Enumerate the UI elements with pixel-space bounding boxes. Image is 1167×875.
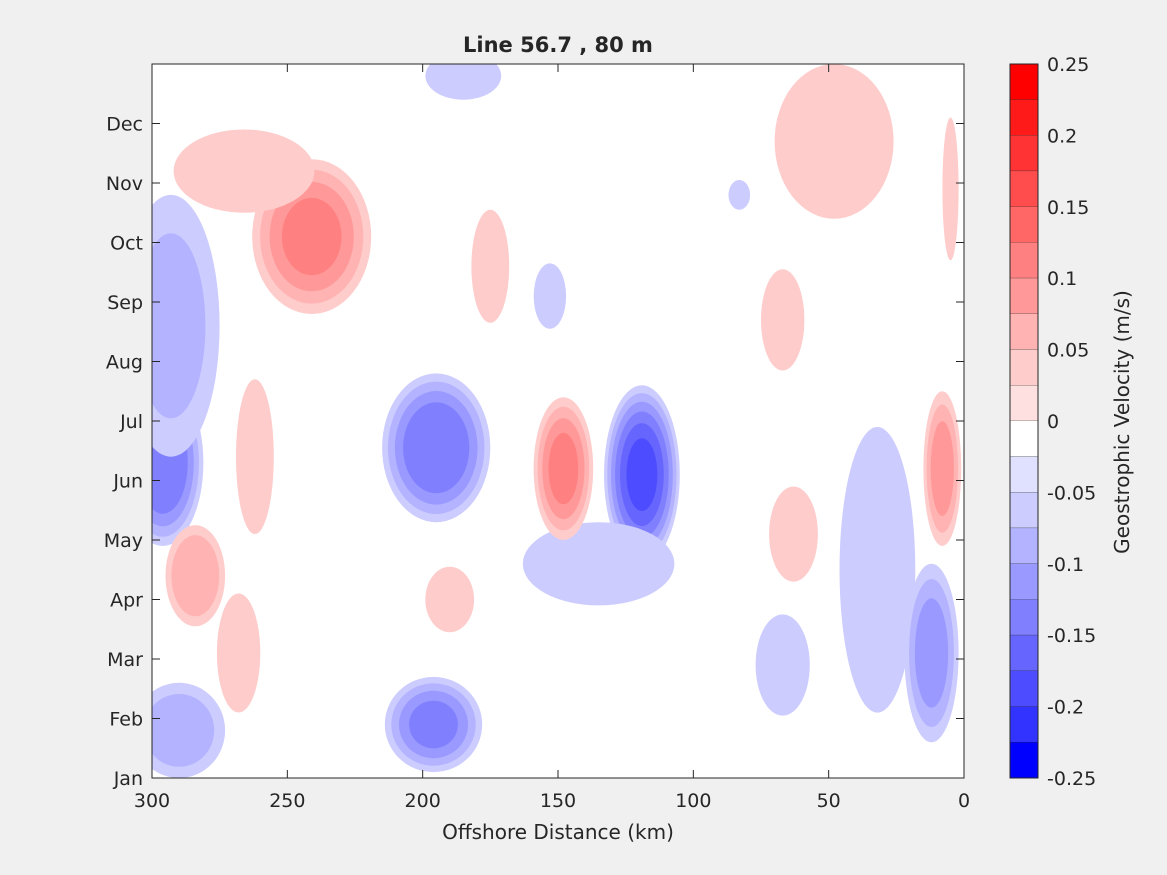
x-axis-label: Offshore Distance (km): [442, 820, 674, 844]
contour-pos-18-level-1: [236, 379, 274, 535]
contour-neg-6-level-4: [409, 700, 458, 749]
x-tick-label-0: 0: [958, 790, 970, 812]
x-tick-label-100: 100: [675, 790, 711, 812]
colorbar-band-8: [1010, 349, 1038, 386]
y-tick-label-Oct: Oct: [110, 233, 143, 255]
contour-neg-2-level-2: [152, 233, 206, 419]
y-tick-label-Mar: Mar: [107, 649, 143, 671]
contour-pos-22-level-1: [761, 269, 805, 371]
colorbar-band-0: [1010, 64, 1038, 100]
y-tick-label-Sep: Sep: [107, 292, 143, 314]
y-tick-label-Jul: Jul: [119, 411, 143, 433]
colorbar-band-5: [1010, 242, 1038, 279]
contour-pos-14-level-4: [281, 197, 342, 276]
y-tick-label-Aug: Aug: [106, 352, 143, 374]
contour-neg-5-level-1: [522, 522, 675, 606]
y-tick-label-Dec: Dec: [106, 114, 143, 136]
contour-pos-23-level-1: [769, 486, 818, 582]
contour-neg-11-level-1: [755, 614, 810, 716]
contour-pos-20-level-4: [548, 432, 579, 505]
colorbar-tick-label-1: 0.2: [1047, 125, 1077, 147]
contour-neg-13-level-3: [914, 598, 949, 708]
colorbar-tick-label-3: 0.1: [1047, 268, 1077, 290]
colorbar-tick-label-10: -0.25: [1047, 768, 1096, 790]
x-tick-label-250: 250: [269, 790, 305, 812]
contour-neg-3-level-4: [403, 402, 470, 494]
colorbar-band-10: [1010, 421, 1038, 457]
y-tick-label-Jun: Jun: [112, 471, 143, 493]
x-tick-label-200: 200: [405, 790, 441, 812]
y-tick-label-Jan: Jan: [113, 768, 143, 790]
contour-neg-8-level-1: [425, 64, 502, 100]
y-tick-label-May: May: [104, 530, 143, 552]
colorbar-tick-label-8: -0.15: [1047, 625, 1096, 647]
contour-pos-16-level-2: [171, 535, 220, 617]
chart-title: Line 56.7 , 80 m: [463, 33, 653, 57]
contour-neg-10-level-1: [728, 180, 751, 210]
x-tick-label-50: 50: [817, 790, 841, 812]
colorbar-tick-label-0: 0.25: [1047, 54, 1089, 76]
colorbar-band-11: [1010, 456, 1038, 493]
colorbar-band-2: [1010, 135, 1038, 172]
y-tick-label-Feb: Feb: [109, 709, 143, 731]
contour-pos-17-level-1: [216, 593, 261, 713]
colorbar-tick-label-2: 0.15: [1047, 197, 1089, 219]
colorbar-band-13: [1010, 528, 1038, 564]
plot-frame: [151, 63, 965, 779]
colorbar-band-3: [1010, 171, 1038, 207]
contour-neg-7-level-2: [152, 694, 215, 767]
colorbar-band-19: [1010, 742, 1038, 778]
colorbar-label: Geostrophic Velocity (m/s): [1110, 290, 1134, 554]
colorbar-band-9: [1010, 385, 1038, 421]
colorbar-frame: [1009, 63, 1039, 779]
y-tick-label-Nov: Nov: [106, 173, 143, 195]
y-tick-label-Apr: Apr: [110, 590, 143, 612]
colorbar-band-12: [1010, 492, 1038, 529]
colorbar-band-1: [1010, 99, 1038, 136]
colorbar-band-14: [1010, 563, 1038, 600]
contour-pos-21-level-1: [425, 566, 475, 633]
colorbar-band-7: [1010, 313, 1038, 350]
colorbar-tick-label-9: -0.2: [1047, 697, 1084, 719]
contour-neg-4-level-6: [626, 438, 658, 511]
axes-layer: 300 250 200 150 100 50 0 Jan Feb Mar Apr May Jun Jul A…: [104, 64, 970, 812]
contour-neg-12-level-1: [839, 427, 916, 713]
colorbar: 0.25 0.2 0.15 0.1 0.05 0 -0.05 -0.1 -0.15 -0.2 -0.…: [1009, 54, 1096, 790]
contour-pos-26-level-1: [942, 117, 959, 261]
contour-fill-layer: [152, 64, 962, 778]
colorbar-band-16: [1010, 635, 1038, 671]
colorbar-band-18: [1010, 706, 1038, 743]
x-tick-label-150: 150: [540, 790, 576, 812]
contour-pos-24-level-1: [774, 64, 894, 219]
colorbar-tick-label-6: -0.05: [1047, 482, 1096, 504]
x-tick-label-300: 300: [134, 790, 170, 812]
colorbar-tick-label-7: -0.1: [1047, 554, 1084, 576]
contour-pos-25-level-3: [930, 421, 954, 516]
colorbar-tick-label-5: 0: [1047, 411, 1059, 433]
colorbar-band-17: [1010, 670, 1038, 707]
colorbar-band-15: [1010, 599, 1038, 636]
contour-pos-15-level-1: [173, 129, 315, 213]
colorbar-tick-label-4: 0.05: [1047, 340, 1089, 362]
colorbar-band-6: [1010, 278, 1038, 314]
contour-pos-19-level-1: [471, 209, 510, 323]
colorbar-band-4: [1010, 206, 1038, 243]
contour-neg-9-level-1: [533, 263, 567, 329]
